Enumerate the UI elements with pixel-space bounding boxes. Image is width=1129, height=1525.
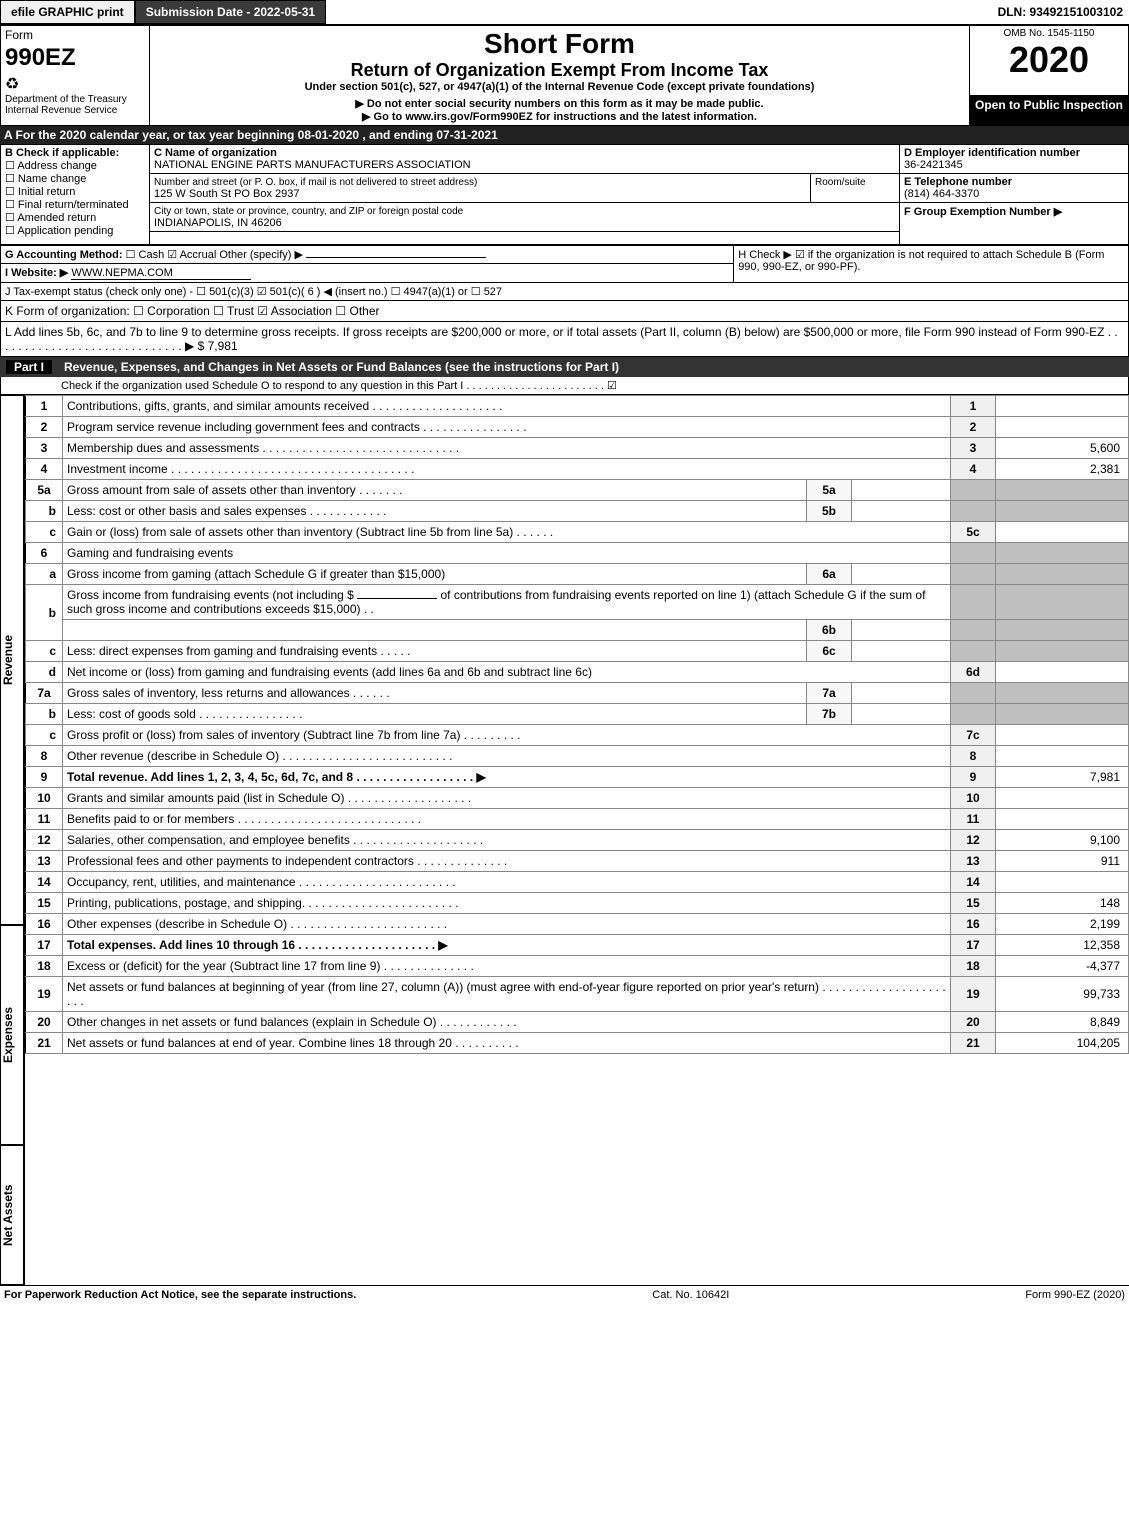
line-19: 19Net assets or fund balances at beginni… <box>26 977 1129 1012</box>
line-20: 20Other changes in net assets or fund ba… <box>26 1012 1129 1033</box>
line-6b: b Gross income from fundraising events (… <box>26 585 1129 620</box>
line-5c: cGain or (loss) from sale of assets othe… <box>26 522 1129 543</box>
line-16: 16Other expenses (describe in Schedule O… <box>26 914 1129 935</box>
row-l-text: L Add lines 5b, 6c, and 7b to line 9 to … <box>5 325 1118 353</box>
page-footer: For Paperwork Reduction Act Notice, see … <box>0 1285 1129 1304</box>
form-header-table: Form 990EZ ♻ Department of the Treasury … <box>0 25 1129 126</box>
line-7b: bLess: cost of goods sold . . . . . . . … <box>26 704 1129 725</box>
netassets-vert-label: Net Assets <box>0 1145 24 1285</box>
department-label: Department of the Treasury <box>5 94 145 105</box>
recycle-icon: ♻ <box>5 74 145 94</box>
line-6d: dNet income or (loss) from gaming and fu… <box>26 662 1129 683</box>
line-11: 11Benefits paid to or for members . . . … <box>26 809 1129 830</box>
line-9: 9Total revenue. Add lines 1, 2, 3, 4, 5c… <box>26 767 1129 788</box>
chk-amended-return[interactable]: Amended return <box>5 212 96 224</box>
dln-label: DLN: 93492151003102 <box>998 5 1129 19</box>
line-6: 6Gaming and fundraising events <box>26 543 1129 564</box>
telephone-value: (814) 464-3370 <box>904 188 979 200</box>
revenue-vert-label: Revenue <box>0 395 24 925</box>
footer-left: For Paperwork Reduction Act Notice, see … <box>4 1289 356 1301</box>
ein-value: 36-2421345 <box>904 159 963 171</box>
line-12: 12Salaries, other compensation, and empl… <box>26 830 1129 851</box>
line-7a: 7aGross sales of inventory, less returns… <box>26 683 1129 704</box>
under-section-note: Under section 501(c), 527, or 4947(a)(1)… <box>154 81 965 93</box>
l6b-blank[interactable] <box>357 598 437 599</box>
website-value[interactable]: WWW.NEPMA.COM <box>71 267 251 280</box>
part1-label: Part I <box>6 360 52 374</box>
street-value: 125 W South St PO Box 2937 <box>154 188 300 200</box>
line-21: 21Net assets or fund balances at end of … <box>26 1033 1129 1054</box>
line-2: 2Program service revenue including gover… <box>26 417 1129 438</box>
lines-table: 1Contributions, gifts, grants, and simil… <box>25 395 1129 1054</box>
other-specify-field[interactable] <box>306 257 486 258</box>
tax-year: 2020 <box>974 39 1124 81</box>
org-name: NATIONAL ENGINE PARTS MANUFACTURERS ASSO… <box>154 159 471 171</box>
part1-body: Revenue Expenses Net Assets 1Contributio… <box>0 395 1129 1285</box>
main-title: Return of Organization Exempt From Incom… <box>154 60 965 81</box>
block-d-label: D Employer identification number <box>904 147 1080 159</box>
line-6b-box: 6b <box>26 620 1129 641</box>
line-17: 17Total expenses. Add lines 10 through 1… <box>26 935 1129 956</box>
expenses-vert-label: Expenses <box>0 925 24 1145</box>
part1-header: Part I Revenue, Expenses, and Changes in… <box>0 357 1129 377</box>
top-bar: efile GRAPHIC print Submission Date - 20… <box>0 0 1129 25</box>
city-label: City or town, state or province, country… <box>154 206 463 217</box>
line-8: 8Other revenue (describe in Schedule O) … <box>26 746 1129 767</box>
period-bar: A For the 2020 calendar year, or tax yea… <box>0 126 1129 144</box>
no-ssn-note: ▶ Do not enter social security numbers o… <box>154 97 965 110</box>
chk-name-change[interactable]: Name change <box>5 173 86 185</box>
efile-print-button[interactable]: efile GRAPHIC print <box>0 0 135 24</box>
line-18: 18Excess or (deficit) for the year (Subt… <box>26 956 1129 977</box>
vertical-labels: Revenue Expenses Net Assets <box>0 395 25 1285</box>
other-specify: Other (specify) ▶ <box>219 249 303 261</box>
short-form-title: Short Form <box>154 28 965 60</box>
chk-final-return[interactable]: Final return/terminated <box>5 199 129 211</box>
line-13: 13Professional fees and other payments t… <box>26 851 1129 872</box>
block-c-name-label: C Name of organization <box>154 147 277 159</box>
omb-number: OMB No. 1545-1150 <box>974 28 1124 39</box>
submission-date-button[interactable]: Submission Date - 2022-05-31 <box>135 0 326 24</box>
line-5a: 5aGross amount from sale of assets other… <box>26 480 1129 501</box>
line-4: 4Investment income . . . . . . . . . . .… <box>26 459 1129 480</box>
chk-application-pending[interactable]: Application pending <box>5 225 113 237</box>
form-number: 990EZ <box>5 44 145 72</box>
chk-cash[interactable]: Cash <box>126 249 165 261</box>
line-6c: cLess: direct expenses from gaming and f… <box>26 641 1129 662</box>
line-1: 1Contributions, gifts, grants, and simil… <box>26 396 1129 417</box>
l6b-t1: Gross income from fundraising events (no… <box>67 588 354 602</box>
accounting-block: G Accounting Method: Cash Accrual Other … <box>0 245 1129 301</box>
row-h-text: H Check ▶ ☑ if the organization is not r… <box>734 246 1129 283</box>
part1-title: Revenue, Expenses, and Changes in Net As… <box>64 360 619 374</box>
line-3: 3Membership dues and assessments . . . .… <box>26 438 1129 459</box>
footer-catno: Cat. No. 10642I <box>652 1289 729 1301</box>
block-f-label: F Group Exemption Number ▶ <box>904 206 1062 218</box>
row-g-label: G Accounting Method: <box>5 249 123 261</box>
info-block: B Check if applicable: Address change Na… <box>0 144 1129 245</box>
line-14: 14Occupancy, rent, utilities, and mainte… <box>26 872 1129 893</box>
chk-accrual[interactable]: Accrual <box>167 249 216 261</box>
footer-formref: Form 990-EZ (2020) <box>1025 1289 1125 1301</box>
street-label: Number and street (or P. O. box, if mail… <box>154 177 477 188</box>
chk-address-change[interactable]: Address change <box>5 160 97 172</box>
block-e-label: E Telephone number <box>904 176 1012 188</box>
open-to-public-badge: Open to Public Inspection <box>970 95 1129 126</box>
line-10: 10Grants and similar amounts paid (list … <box>26 788 1129 809</box>
row-j-text: J Tax-exempt status (check only one) - ☐… <box>1 283 1129 301</box>
row-l-container: L Add lines 5b, 6c, and 7b to line 9 to … <box>0 322 1129 357</box>
line-6a: aGross income from gaming (attach Schedu… <box>26 564 1129 585</box>
row-l-amount: 7,981 <box>208 339 238 353</box>
room-suite-label: Room/suite <box>815 177 866 188</box>
irs-label: Internal Revenue Service <box>5 105 145 116</box>
line-7c: cGross profit or (loss) from sales of in… <box>26 725 1129 746</box>
form-word: Form <box>5 28 145 42</box>
row-k-text: K Form of organization: ☐ Corporation ☐ … <box>0 301 1129 322</box>
block-b-label: B Check if applicable: <box>5 147 119 159</box>
part1-check-text: Check if the organization used Schedule … <box>0 377 1129 395</box>
row-i-label: I Website: ▶ <box>5 267 68 279</box>
line-5b: bLess: cost or other basis and sales exp… <box>26 501 1129 522</box>
line-15: 15Printing, publications, postage, and s… <box>26 893 1129 914</box>
chk-initial-return[interactable]: Initial return <box>5 186 75 198</box>
goto-link[interactable]: ▶ Go to www.irs.gov/Form990EZ for instru… <box>154 110 965 123</box>
city-value: INDIANAPOLIS, IN 46206 <box>154 217 282 229</box>
